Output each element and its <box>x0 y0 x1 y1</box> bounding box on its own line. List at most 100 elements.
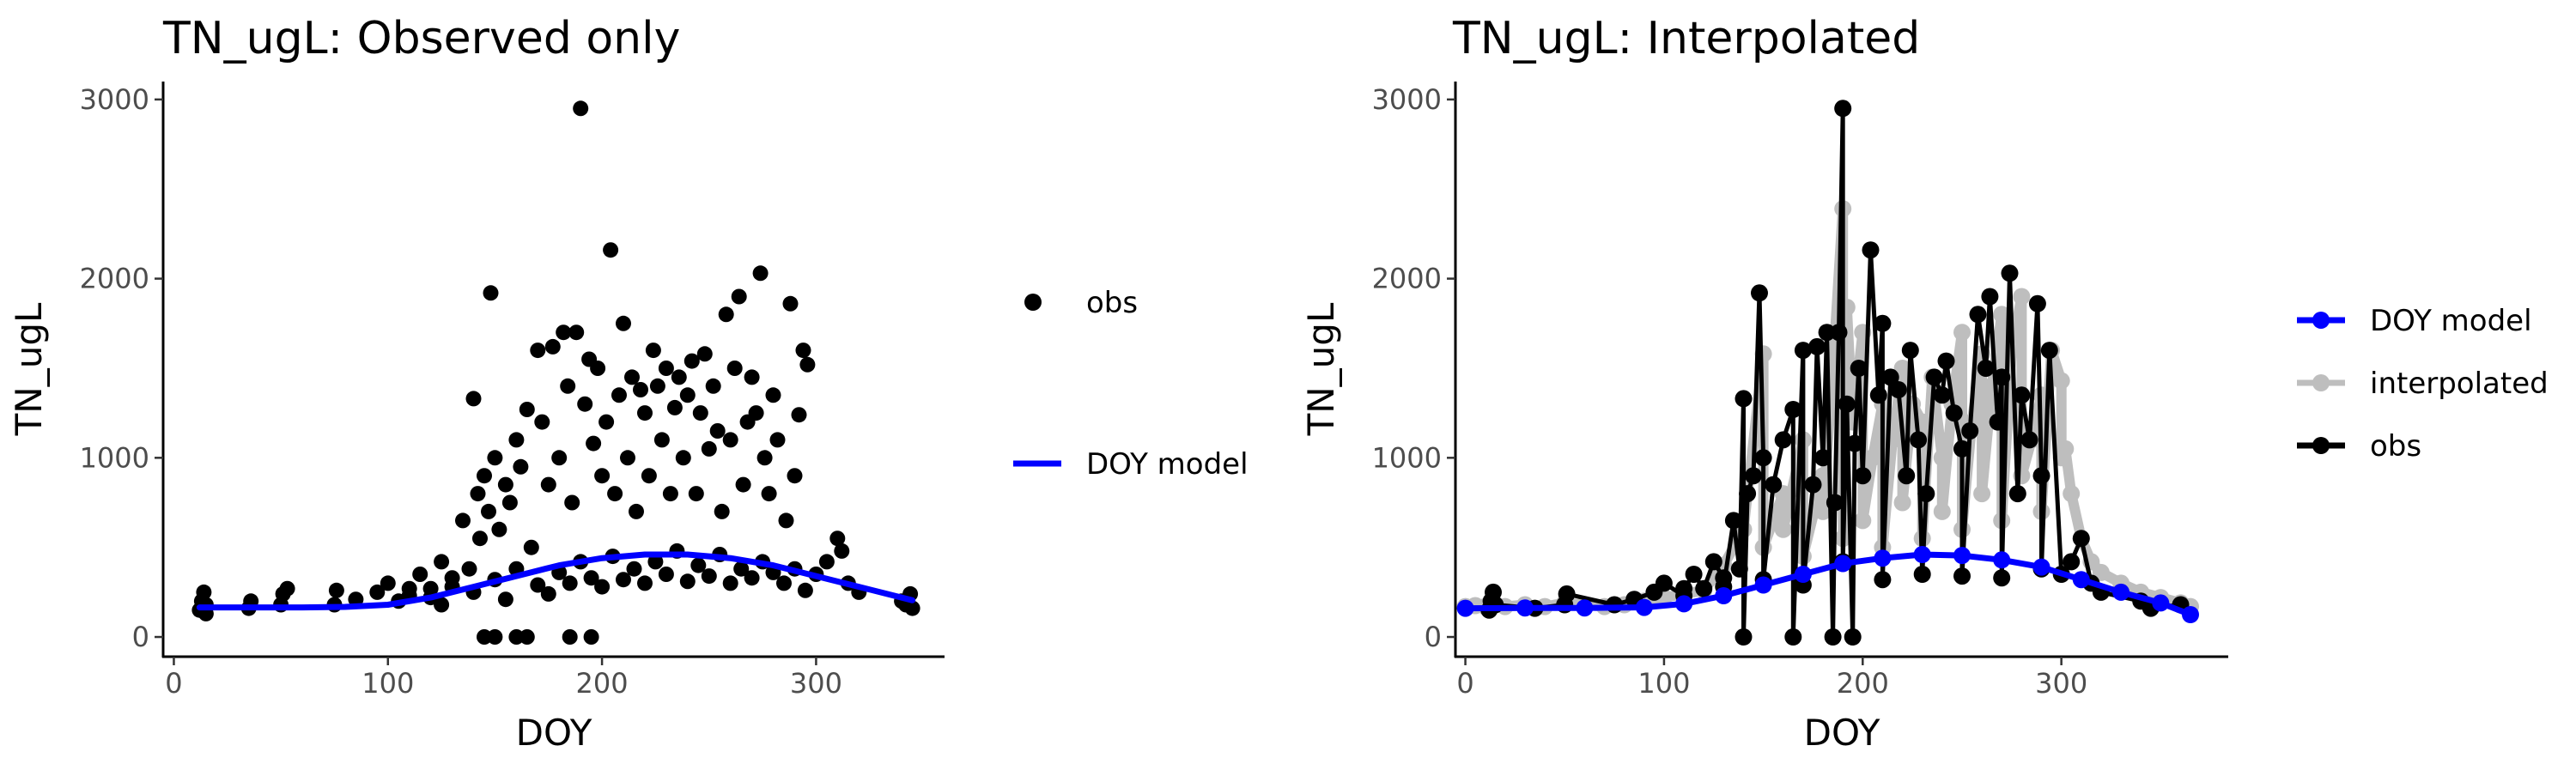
data-point <box>1904 395 1922 413</box>
data-point <box>556 324 572 341</box>
data-point <box>2032 467 2050 485</box>
data-point <box>797 582 813 598</box>
data-point <box>1913 566 1931 583</box>
data-point <box>560 378 576 394</box>
data-point <box>1961 422 1979 440</box>
data-point <box>1838 395 1856 413</box>
data-point <box>1765 476 1783 494</box>
data-point <box>508 629 525 645</box>
data-point <box>1917 485 1935 503</box>
data-point <box>568 324 585 341</box>
data-point <box>594 468 611 484</box>
data-point <box>2020 431 2038 449</box>
data-point <box>818 554 835 570</box>
legend-item: DOY model <box>1013 447 1249 482</box>
x-tick-label: 200 <box>1837 667 1889 700</box>
data-point <box>1893 494 1911 512</box>
data-point <box>586 435 602 452</box>
data-point <box>641 468 657 484</box>
data-point <box>501 494 518 511</box>
data-point <box>1735 390 1753 408</box>
data-point <box>744 369 760 385</box>
x-tick-label: 300 <box>2035 667 2087 700</box>
data-point <box>455 512 471 529</box>
data-point <box>1675 595 1693 613</box>
data-point <box>679 573 696 590</box>
data-point <box>787 468 803 484</box>
data-point <box>1874 549 1892 567</box>
data-point <box>1925 368 1943 386</box>
data-point <box>696 346 713 362</box>
data-point <box>701 568 717 585</box>
data-point <box>540 476 556 493</box>
data-point <box>2028 294 2046 312</box>
data-point <box>607 486 623 502</box>
data-point <box>1881 368 1899 386</box>
data-point <box>688 486 704 502</box>
data-point <box>778 512 794 529</box>
legend-item: interpolated <box>2297 367 2549 401</box>
data-point <box>530 577 546 593</box>
data-point <box>1953 440 1971 458</box>
data-point <box>583 629 599 645</box>
series-doy-model <box>1456 546 2199 623</box>
data-point <box>401 580 417 597</box>
data-point <box>1910 431 1928 449</box>
data-point <box>1969 306 1987 324</box>
data-point <box>598 414 615 430</box>
data-point <box>519 629 535 645</box>
data-point <box>1834 555 1852 573</box>
y-tick-label: 0 <box>132 621 149 653</box>
data-point <box>483 285 499 301</box>
data-point <box>624 369 640 385</box>
legend-key-point <box>2312 437 2330 454</box>
data-point <box>1824 628 1842 646</box>
data-point <box>2040 342 2058 360</box>
y-axis-title: TN_ugL <box>1300 302 1342 436</box>
data-point <box>726 361 743 376</box>
data-point <box>756 450 773 466</box>
data-point <box>701 440 717 457</box>
data-point <box>1933 502 1951 520</box>
data-point <box>705 378 721 394</box>
y-axis-title: TN_ugL <box>8 302 50 436</box>
data-point <box>279 580 295 597</box>
data-point <box>709 423 726 439</box>
data-point <box>1993 368 2011 386</box>
data-point <box>1784 401 1802 418</box>
data-point <box>735 476 751 493</box>
data-point <box>782 295 799 312</box>
data-point <box>577 396 593 412</box>
data-point <box>718 306 734 323</box>
data-point <box>722 575 738 591</box>
data-point <box>434 554 450 570</box>
y-tick-label: 1000 <box>1372 441 1442 474</box>
data-point <box>562 629 578 645</box>
data-point <box>1516 599 1534 617</box>
data-point <box>573 100 589 117</box>
data-point <box>1953 324 1971 342</box>
data-point <box>666 399 683 415</box>
data-point <box>616 315 631 331</box>
data-point <box>795 343 811 359</box>
data-point <box>477 468 492 484</box>
data-point <box>626 561 642 577</box>
data-point <box>1784 628 1802 646</box>
data-point <box>465 391 482 407</box>
x-axis-title: DOY <box>516 712 592 754</box>
series-line <box>196 551 916 611</box>
chart-title: TN_ugL: Observed only <box>162 13 680 64</box>
data-point <box>776 575 792 591</box>
data-point <box>1953 547 1971 565</box>
data-point <box>472 530 488 547</box>
data-point <box>544 338 561 355</box>
data-point <box>1808 337 1826 355</box>
data-point <box>1695 579 1713 597</box>
data-point <box>658 567 674 582</box>
chart-title: TN_ugL: Interpolated <box>1452 13 1920 64</box>
data-point <box>748 405 764 421</box>
data-point <box>1913 546 1931 563</box>
data-point <box>1655 574 1673 592</box>
data-point <box>1675 579 1693 597</box>
data-point <box>1774 431 1792 449</box>
